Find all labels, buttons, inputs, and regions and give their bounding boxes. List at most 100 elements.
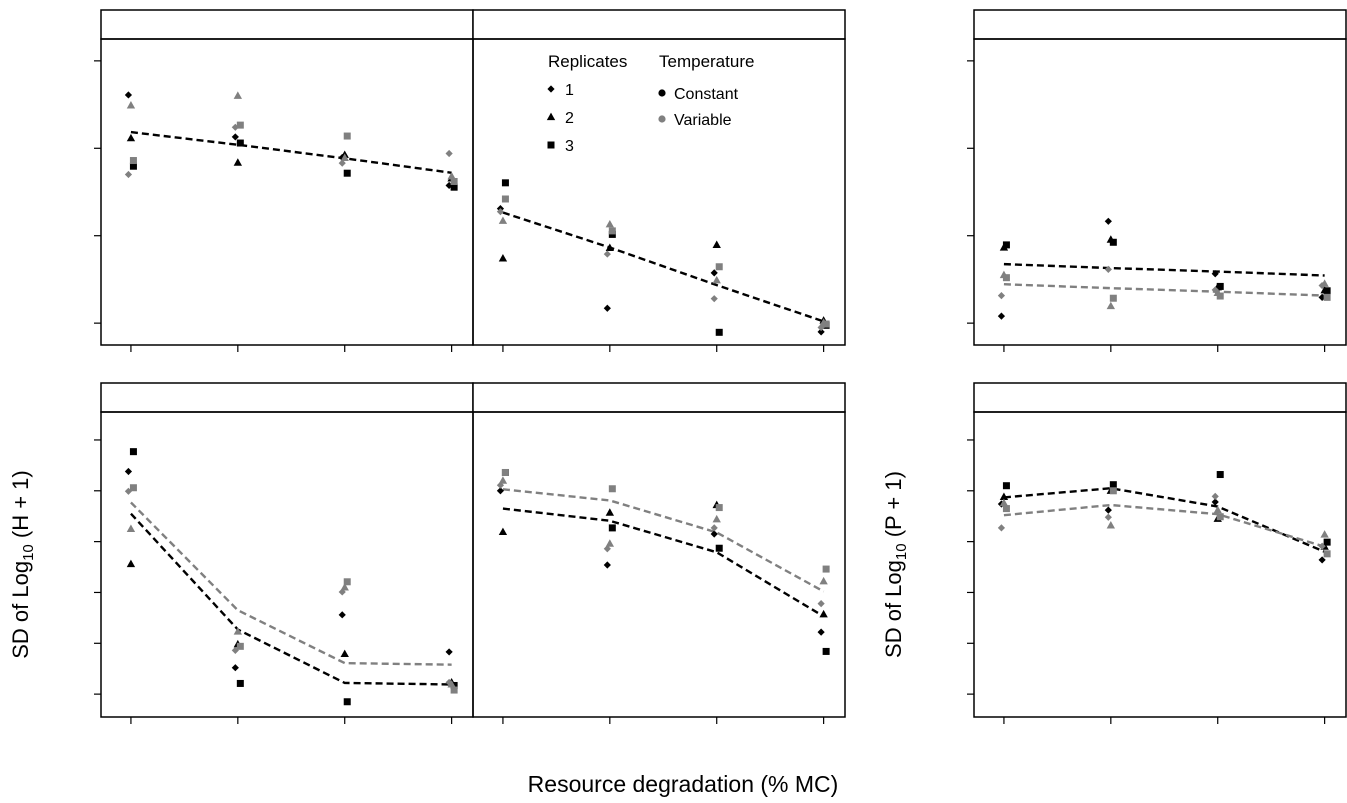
data-point-diamond (124, 467, 133, 476)
legend-replicate-label: 1 (565, 82, 574, 99)
data-point-diamond (997, 524, 1006, 532)
data-point-triangle (498, 527, 508, 536)
data-point-triangle (605, 508, 615, 516)
data-point-diamond (997, 292, 1006, 300)
plot-frame (973, 38, 1347, 346)
shared-x-axis-label: Resource degradation (% MC) (528, 771, 839, 797)
data-point-triangle (126, 101, 136, 109)
legend-replicate-label: 2 (565, 110, 574, 127)
panel-b2 (472, 382, 846, 724)
data-point-triangle (712, 240, 721, 248)
data-point-diamond (1211, 492, 1219, 500)
plot-frame (973, 411, 1347, 718)
panel-b: SD of Log10 (H + 1) (8, 382, 474, 724)
fit-line-constant (1003, 487, 1326, 553)
data-point-diamond (1211, 286, 1219, 294)
fit-line-variable (502, 488, 825, 593)
data-point-square (236, 139, 244, 147)
data-point-square (715, 504, 723, 512)
data-point-diamond (710, 530, 718, 538)
data-point-triangle (233, 627, 243, 635)
data-point-square (129, 157, 137, 165)
legend: Replicates 1 2 3 Temperature Constant Variable (546, 52, 754, 155)
data-point-diamond (1104, 217, 1112, 225)
data-point-triangle (233, 91, 243, 99)
data-point-square (343, 132, 351, 140)
panel-d: SD of Log10 (P + 1) (881, 382, 1347, 724)
data-point-triangle (126, 133, 136, 142)
fit-line-constant (130, 130, 452, 174)
data-point-triangle (498, 254, 508, 262)
panel-strip (100, 9, 474, 40)
data-point-diamond (603, 561, 611, 569)
data-point-triangle (605, 219, 615, 228)
data-point-diamond (124, 170, 133, 179)
data-point-square (1216, 292, 1224, 300)
data-point-diamond (603, 304, 611, 312)
data-point-triangle (1106, 301, 1116, 310)
data-point-square (1002, 482, 1010, 490)
data-point-diamond (817, 328, 825, 336)
data-point-square (608, 227, 616, 235)
data-point-triangle (126, 559, 136, 568)
data-point-circle (658, 115, 666, 123)
y-axis-label-tail: (P + 1) (881, 471, 906, 543)
plot-frame (100, 411, 474, 718)
data-point-square (1002, 241, 1010, 249)
data-point-diamond (338, 588, 346, 596)
fit-line-variable (1003, 503, 1325, 548)
data-point-square (547, 141, 555, 149)
panel-strip (973, 382, 1347, 413)
data-point-diamond (710, 295, 718, 303)
fit-line-constant (1003, 262, 1325, 277)
data-point-square (1109, 294, 1117, 302)
data-point-diamond (231, 664, 239, 672)
legend-temperature-label: Constant (674, 86, 739, 103)
data-point-diamond (445, 648, 453, 656)
data-point-square (1002, 274, 1010, 282)
fit-line-constant (130, 512, 452, 686)
data-point-diamond (445, 678, 453, 687)
data-point-diamond (445, 181, 453, 190)
data-point-square (1216, 471, 1224, 479)
data-point-circle (658, 89, 666, 97)
panel-a (94, 9, 474, 352)
fit-line-variable (1003, 283, 1325, 297)
panel-strip (472, 382, 846, 413)
panel-strip (472, 9, 846, 40)
data-point-diamond (817, 628, 825, 636)
panel-strip (100, 382, 474, 413)
legend-replicate-label: 3 (565, 138, 574, 155)
data-point-triangle (233, 158, 243, 166)
data-point-triangle (447, 680, 456, 688)
data-point-square (501, 468, 509, 476)
data-point-triangle (447, 171, 456, 180)
data-point-square (236, 121, 244, 129)
panel-strip (973, 9, 1347, 40)
y-axis-label-tail: (H + 1) (8, 470, 33, 544)
data-point-triangle (605, 243, 615, 252)
data-point-diamond (338, 611, 346, 619)
data-point-square (1109, 487, 1117, 495)
data-point-square (450, 183, 458, 191)
data-point-diamond (1211, 498, 1219, 506)
data-point-diamond (338, 159, 346, 167)
data-point-square (236, 679, 244, 687)
data-point-square (1109, 238, 1117, 246)
data-point-square (129, 448, 137, 456)
plot-frame (100, 38, 474, 346)
data-point-triangle (546, 112, 556, 121)
legend-temperature-title: Temperature (659, 52, 754, 71)
data-point-diamond (496, 487, 505, 495)
data-point-square (1216, 513, 1224, 521)
data-point-square (129, 484, 137, 492)
y-axis-label-subscript: 10 (20, 544, 37, 561)
y-axis-label-main: SD of Log (8, 561, 33, 659)
data-point-triangle (498, 216, 508, 224)
data-point-diamond (445, 149, 453, 158)
data-point-triangle (1106, 520, 1116, 529)
data-point-diamond (1318, 556, 1326, 564)
y-axis-label-subscript: 10 (893, 543, 910, 560)
data-point-square (715, 263, 723, 271)
